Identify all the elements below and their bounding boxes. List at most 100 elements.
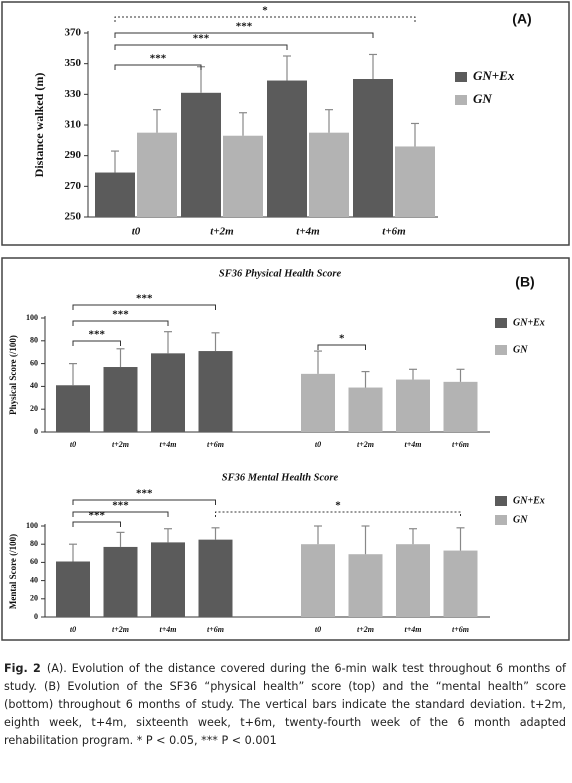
x-tick-label: t+2m [210,226,234,238]
significance-bracket [72,499,216,505]
y-tick-label: 80 [30,336,38,345]
significance-label: * [262,5,268,17]
bar [348,554,383,617]
x-tick-label: t+2m [112,625,129,634]
y-tick-label: 250 [65,211,82,223]
y-tick-label: 20 [30,404,38,413]
x-tick-label: t+2m [357,440,374,449]
bar [137,132,177,217]
x-tick-label: t+4m [296,226,320,238]
y-tick-label: 40 [30,381,38,390]
x-tick-label: t+2m [112,440,129,449]
significance-bracket [114,16,416,22]
legend-label: GN [513,344,528,355]
x-tick-label: t+2m [357,625,374,634]
bar [103,546,138,617]
significance-bracket [72,511,169,517]
bar [443,381,478,432]
x-tick-label: t0 [70,440,76,449]
x-tick-label: t0 [315,625,321,634]
bar [198,539,233,617]
legend-swatch [455,72,467,82]
x-tick-label: t+6m [207,625,224,634]
legend-swatch [495,318,507,328]
significance-label: *** [89,510,106,522]
panel-label: (A) [512,11,531,27]
bar [95,172,135,217]
legend-label: GN [513,514,528,525]
significance-bracket [72,521,121,527]
y-tick-label: 40 [30,575,38,584]
bar [56,385,90,432]
x-tick-label: t+6m [452,625,469,634]
x-tick-label: t+6m [382,226,406,238]
significance-bracket [317,344,366,350]
y-tick-label: 100 [26,313,38,322]
significance-label: *** [136,293,153,305]
chart-title: SF36 Physical Health Score [219,268,342,279]
panel-label: (B) [515,274,534,290]
significance-label: *** [136,488,153,500]
significance-bracket [114,64,202,70]
legend-swatch [455,95,467,105]
x-tick-label: t0 [132,226,141,238]
bar [151,353,185,432]
legend-label: GN [473,91,492,106]
y-tick-label: 60 [30,557,38,566]
bar [103,367,138,432]
bar [309,132,349,217]
significance-label: * [339,333,345,345]
y-tick-label: 350 [65,57,82,69]
x-tick-label: t+6m [452,440,469,449]
significance-label: *** [89,329,106,341]
x-tick-label: t+4m [159,440,176,449]
significance-bracket [114,32,374,38]
y-axis-label: Mental Score (/100) [8,534,18,609]
bar [396,544,430,617]
y-tick-label: 0 [34,612,38,621]
y-tick-label: 0 [34,427,38,436]
x-tick-label: t+4m [159,625,176,634]
significance-bracket [72,304,216,310]
y-tick-label: 80 [30,539,38,548]
legend-swatch [495,345,507,355]
y-tick-label: 330 [65,88,82,100]
legend-label: GN+Ex [473,68,515,83]
x-tick-label: t0 [315,440,321,449]
bar [198,351,233,432]
y-tick-label: 60 [30,358,38,367]
significance-bracket [72,340,121,346]
bar [395,146,435,217]
y-tick-label: 100 [26,521,38,530]
legend-label: GN+Ex [513,317,545,328]
bar [348,387,383,432]
legend-label: GN+Ex [513,495,545,506]
bar [267,80,307,218]
bar [396,379,430,432]
y-tick-label: 20 [30,594,38,603]
bar [301,373,335,432]
panel-frame [1,257,570,641]
figure: 250 270 290 310 330 350 370 (A) Distance walked … [1,1,570,641]
legend-swatch [495,496,507,506]
x-tick-label: t+4m [404,440,421,449]
significance-bracket [72,320,169,326]
bar [443,550,478,617]
caption-label: Fig. 2 [4,662,41,675]
y-tick-label: 290 [65,149,82,161]
legend-swatch [495,515,507,525]
significance-label: *** [193,33,210,45]
y-axis-label: Distance walked (m) [32,73,46,178]
y-tick-label: 270 [65,180,82,192]
y-tick-label: 310 [65,119,82,131]
caption: Fig. 2 (A). Evolution of the distance cov… [4,660,566,750]
significance-bracket [215,511,461,517]
y-axis-label: Physical Score (/100) [8,335,18,415]
significance-label: *** [112,309,129,321]
bar [181,92,221,217]
x-tick-label: t+6m [207,440,224,449]
panel-frame [1,1,570,246]
y-tick-label: 370 [65,27,82,39]
bar [353,79,393,217]
